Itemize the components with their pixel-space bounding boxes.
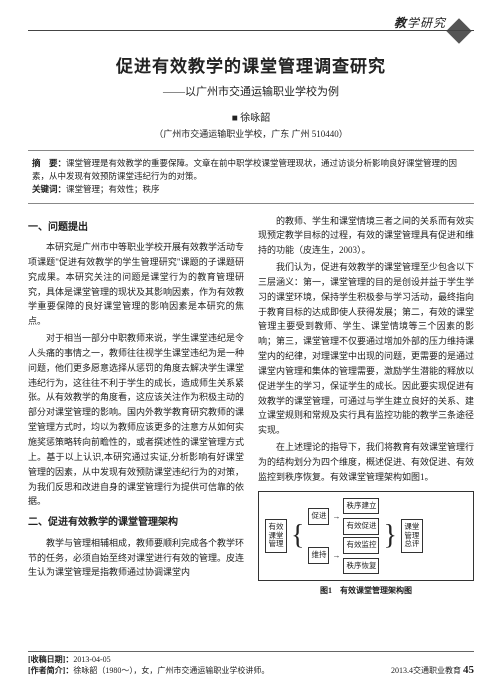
- keywords-text: 课堂管理；有效性；秩序: [66, 184, 160, 194]
- diag-r2: 有效促进: [343, 518, 379, 535]
- date-label: [收稿日期]：: [28, 655, 73, 664]
- diag-mid-col: 促进 → 秩序建立 有效促进 维持 → 有效监控 秩序恢复: [308, 498, 379, 575]
- diag-r4: 秩序恢复: [343, 558, 379, 575]
- diag-right: 课堂管理总评: [401, 519, 423, 553]
- body-columns: 一、问题提出 本研究是广州市中等职业学校开展有效教学活动专项课题"促进有效教学的…: [28, 214, 474, 598]
- diag-r3: 有效监控: [343, 537, 379, 554]
- author-line: ■ 徐咏韶: [28, 109, 474, 124]
- affiliation: （广州市交通运输职业学校，广东 广州 510440）: [28, 127, 474, 140]
- para-l2: 对于相当一部分中职教师来说，学生课堂违纪是令人头痛的事情之一，教师往往视学生课堂…: [28, 331, 244, 509]
- footer-rule: [28, 651, 474, 652]
- abstract-text: 课堂管理是有效教学的重要保障。文章在前中职学校课堂管理现状，通过访谈分析影响良好…: [32, 158, 457, 181]
- left-column: 一、问题提出 本研究是广州市中等职业学校开展有效教学活动专项课题"促进有效教学的…: [28, 214, 244, 598]
- arrow-icon: →: [332, 549, 340, 562]
- header-cat-bold: 教: [394, 16, 407, 30]
- figure-1: 有效课堂管理 { 促进 → 秩序建立 有效促进 维持 → 有效监控 秩序恢复: [258, 491, 474, 582]
- para-l1: 本研究是广州市中等职业学校开展有效教学活动专项课题"促进有效教学的学生管理研究"…: [28, 240, 244, 329]
- diag-left: 有效课堂管理: [265, 519, 287, 553]
- subtitle: ——以广州市交通运输职业学校为例: [28, 83, 474, 99]
- header-cat-thin: 学研究: [407, 16, 446, 30]
- footer: [收稿日期]：2013-04-05 [作者简介]：徐咏韶（1980～），女，广州…: [28, 651, 474, 676]
- para-r1: 的教师、学生和课堂情境三者之间的关系而有效实现预定教学目标的过程，有效的课堂管理…: [258, 214, 474, 259]
- diag-r1: 秩序建立: [343, 498, 379, 515]
- brace-right-icon: }: [383, 525, 396, 547]
- journal-name: 2013.4交通职业教育: [391, 666, 461, 675]
- author-mark: ■: [232, 113, 238, 124]
- diag-n1: 促进: [308, 508, 329, 525]
- keywords-line: 关键词：课堂管理；有效性；秩序: [32, 183, 470, 196]
- right-column: 的教师、学生和课堂情境三者之间的关系而有效实现预定教学目标的过程，有效的课堂管理…: [258, 214, 474, 598]
- bio-label: [作者简介]：: [28, 666, 73, 675]
- main-title: 促进有效教学的课堂管理调查研究: [28, 52, 474, 77]
- page-no: 45: [463, 664, 474, 676]
- abstract-box: 摘 要：课堂管理是有效教学的重要保障。文章在前中职学校课堂管理现状，通过访谈分析…: [28, 150, 474, 204]
- brace-left-icon: {: [291, 525, 304, 547]
- abstract-line: 摘 要：课堂管理是有效教学的重要保障。文章在前中职学校课堂管理现状，通过访谈分析…: [32, 157, 470, 183]
- title-block: 促进有效教学的课堂管理调查研究 ——以广州市交通运输职业学校为例 ■ 徐咏韶 （…: [28, 52, 474, 140]
- header-rule: [28, 30, 474, 31]
- header-category: 教学研究: [394, 14, 446, 31]
- para-r2: 我们认为，促进有效教学的课堂管理至少包含以下三层涵义：第一，课堂管理的目的是创设…: [258, 260, 474, 438]
- figure-1-caption: 图1 有效课堂管理架构图: [258, 584, 474, 597]
- page-number: 2013.4交通职业教育 45: [391, 664, 474, 676]
- abstract-label: 摘 要：: [32, 158, 66, 168]
- header-ornament: [446, 18, 471, 43]
- keywords-label: 关键词：: [32, 184, 66, 194]
- para-r3: 在上述理论的指导下，我们将教育有效课堂管理行为的结构划分为四个维度，概述促进、有…: [258, 440, 474, 485]
- bio-value: 徐咏韶（1980～），女，广州市交通运输职业学校讲师。: [73, 666, 269, 675]
- author-name: 徐咏韶: [240, 113, 270, 124]
- para-l3: 教学与管理相辅相成，教师要顺利完成各个教学环节的任务，必须自始至终对课堂进行有效…: [28, 536, 244, 581]
- date-value: 2013-04-05: [73, 655, 110, 664]
- section-1-head: 一、问题提出: [28, 220, 244, 237]
- diag-n2: 维持: [308, 547, 329, 564]
- arrow-icon: →: [332, 510, 340, 523]
- section-2-head: 二、促进有效教学的课堂管理架构: [28, 515, 244, 532]
